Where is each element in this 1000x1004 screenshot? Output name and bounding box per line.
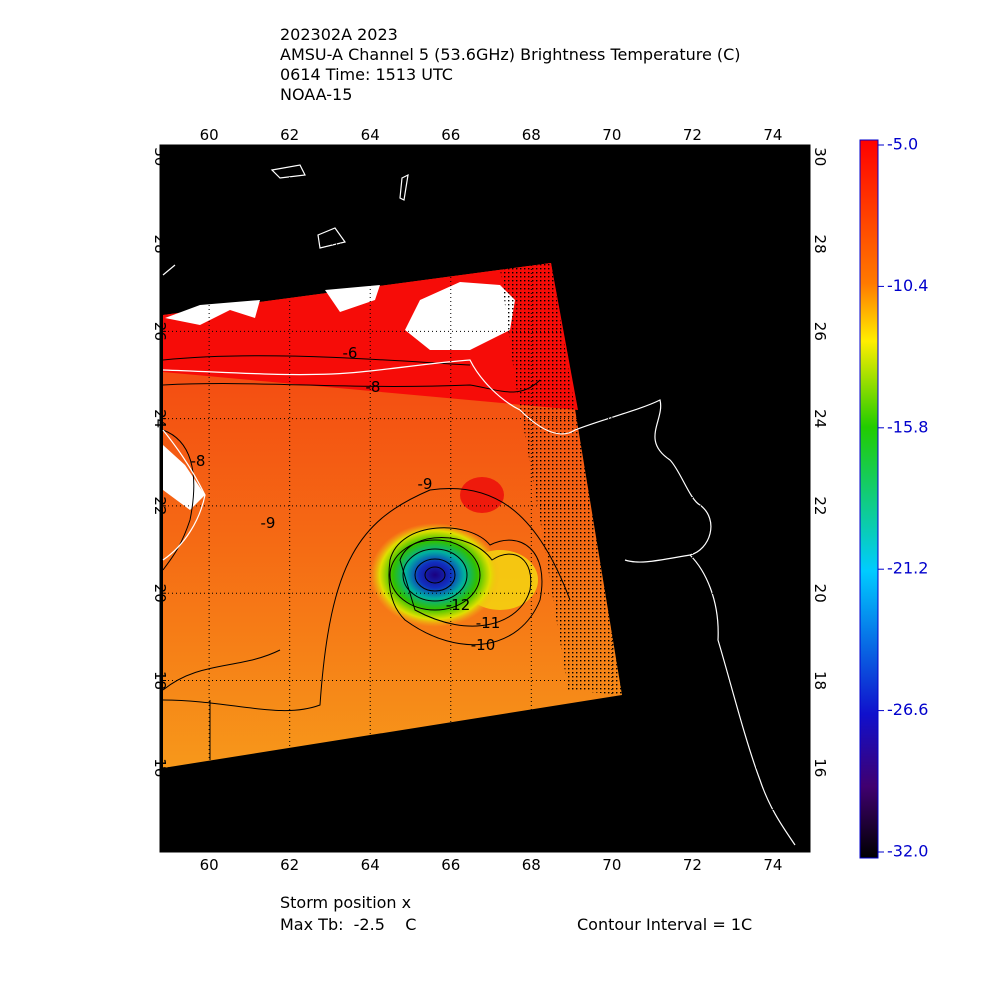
x-tick-label: 62 [280,126,299,144]
y-tick-label: 30 [151,147,169,166]
y-tick-label: 20 [151,584,169,603]
no-data-patch [163,282,515,510]
contour-line [424,566,446,584]
contour-interval: Contour Interval = 1C [577,915,752,934]
colorbar-label: -26.6 [887,700,928,719]
contour-line [389,539,481,611]
contour-line [402,548,468,602]
y-tick-label: 28 [151,235,169,254]
colorbar-label: -21.2 [887,559,928,578]
contour-label: -9 [418,475,433,493]
colorbar-label: -10.4 [887,276,928,295]
map-frame [159,144,811,853]
contour-label: -11 [476,614,501,632]
colorbar-label: -5.0 [887,135,918,154]
coastline [162,164,796,846]
y-tick-label: 18 [151,671,169,690]
contour-line [162,379,541,393]
x-tick-label: 60 [200,126,219,144]
warm-spot [460,477,504,513]
x-tick-label: 66 [441,856,460,874]
colorbar-label: -15.8 [887,417,928,436]
y-tick-label: 28 [811,235,829,254]
title-line: AMSU-A Channel 5 (53.6GHz) Brightness Te… [280,45,741,64]
y-tick-label: 24 [151,409,169,428]
y-tick-label: 24 [811,409,829,428]
x-tick-label: 72 [683,856,702,874]
colorbar [859,139,879,859]
x-tick-label: 66 [441,126,460,144]
storm-position: Storm position x [280,893,411,912]
coast-path [162,359,712,563]
contour-line [399,537,532,627]
y-tick-label: 26 [151,322,169,341]
x-tick-label: 68 [522,856,541,874]
contour-line [162,649,281,760]
title-line: NOAA-15 [280,85,352,104]
map [159,144,811,853]
x-tick-label: 64 [361,856,380,874]
x-tick-label: 68 [522,126,541,144]
hatch [500,263,622,695]
contour-label: -10 [471,636,496,654]
max-tb: Max Tb: -2.5 C [280,915,416,934]
x-tick-label: 74 [763,856,782,874]
contour-label: -6 [343,344,358,362]
y-tick-label: 26 [811,322,829,341]
title-line: 202302A 2023 [280,25,398,44]
colorbar-label: -32.0 [887,842,928,861]
x-tick-label: 70 [602,126,621,144]
contour-label: -9 [261,514,276,532]
footer: Storm position x Max Tb: -2.5 C Contour … [280,893,752,934]
x-tick-label: 60 [200,856,219,874]
y-tick-label: 16 [811,758,829,777]
contour-label: -12 [446,596,471,614]
contour-line [162,355,471,366]
title: 202302A 2023 AMSU-A Channel 5 (53.6GHz) … [280,25,741,104]
contour-label: -8 [366,378,381,396]
y-tick-label: 16 [151,758,169,777]
y-tick-label: 22 [151,496,169,515]
coast-path [162,429,206,561]
y-tick-label: 22 [811,496,829,515]
title-line: 0614 Time: 1513 UTC [280,65,453,84]
contour-line [162,429,195,571]
x-tick-label: 64 [361,126,380,144]
coast-path [162,164,409,276]
storm [370,523,500,627]
colorbar-scale [859,139,879,859]
contour-line [388,527,543,646]
y-tick-label: 30 [811,147,829,166]
x-tick-label: 70 [602,856,621,874]
contours [162,355,571,760]
contour-line [162,488,571,712]
y-tick-label: 18 [811,671,829,690]
x-tick-label: 74 [763,126,782,144]
contour-line [414,558,456,592]
y-tick-label: 20 [811,584,829,603]
coast-path [689,554,796,846]
x-tick-label: 72 [683,126,702,144]
contour-label: -8 [191,452,206,470]
x-tick-label: 62 [280,856,299,874]
